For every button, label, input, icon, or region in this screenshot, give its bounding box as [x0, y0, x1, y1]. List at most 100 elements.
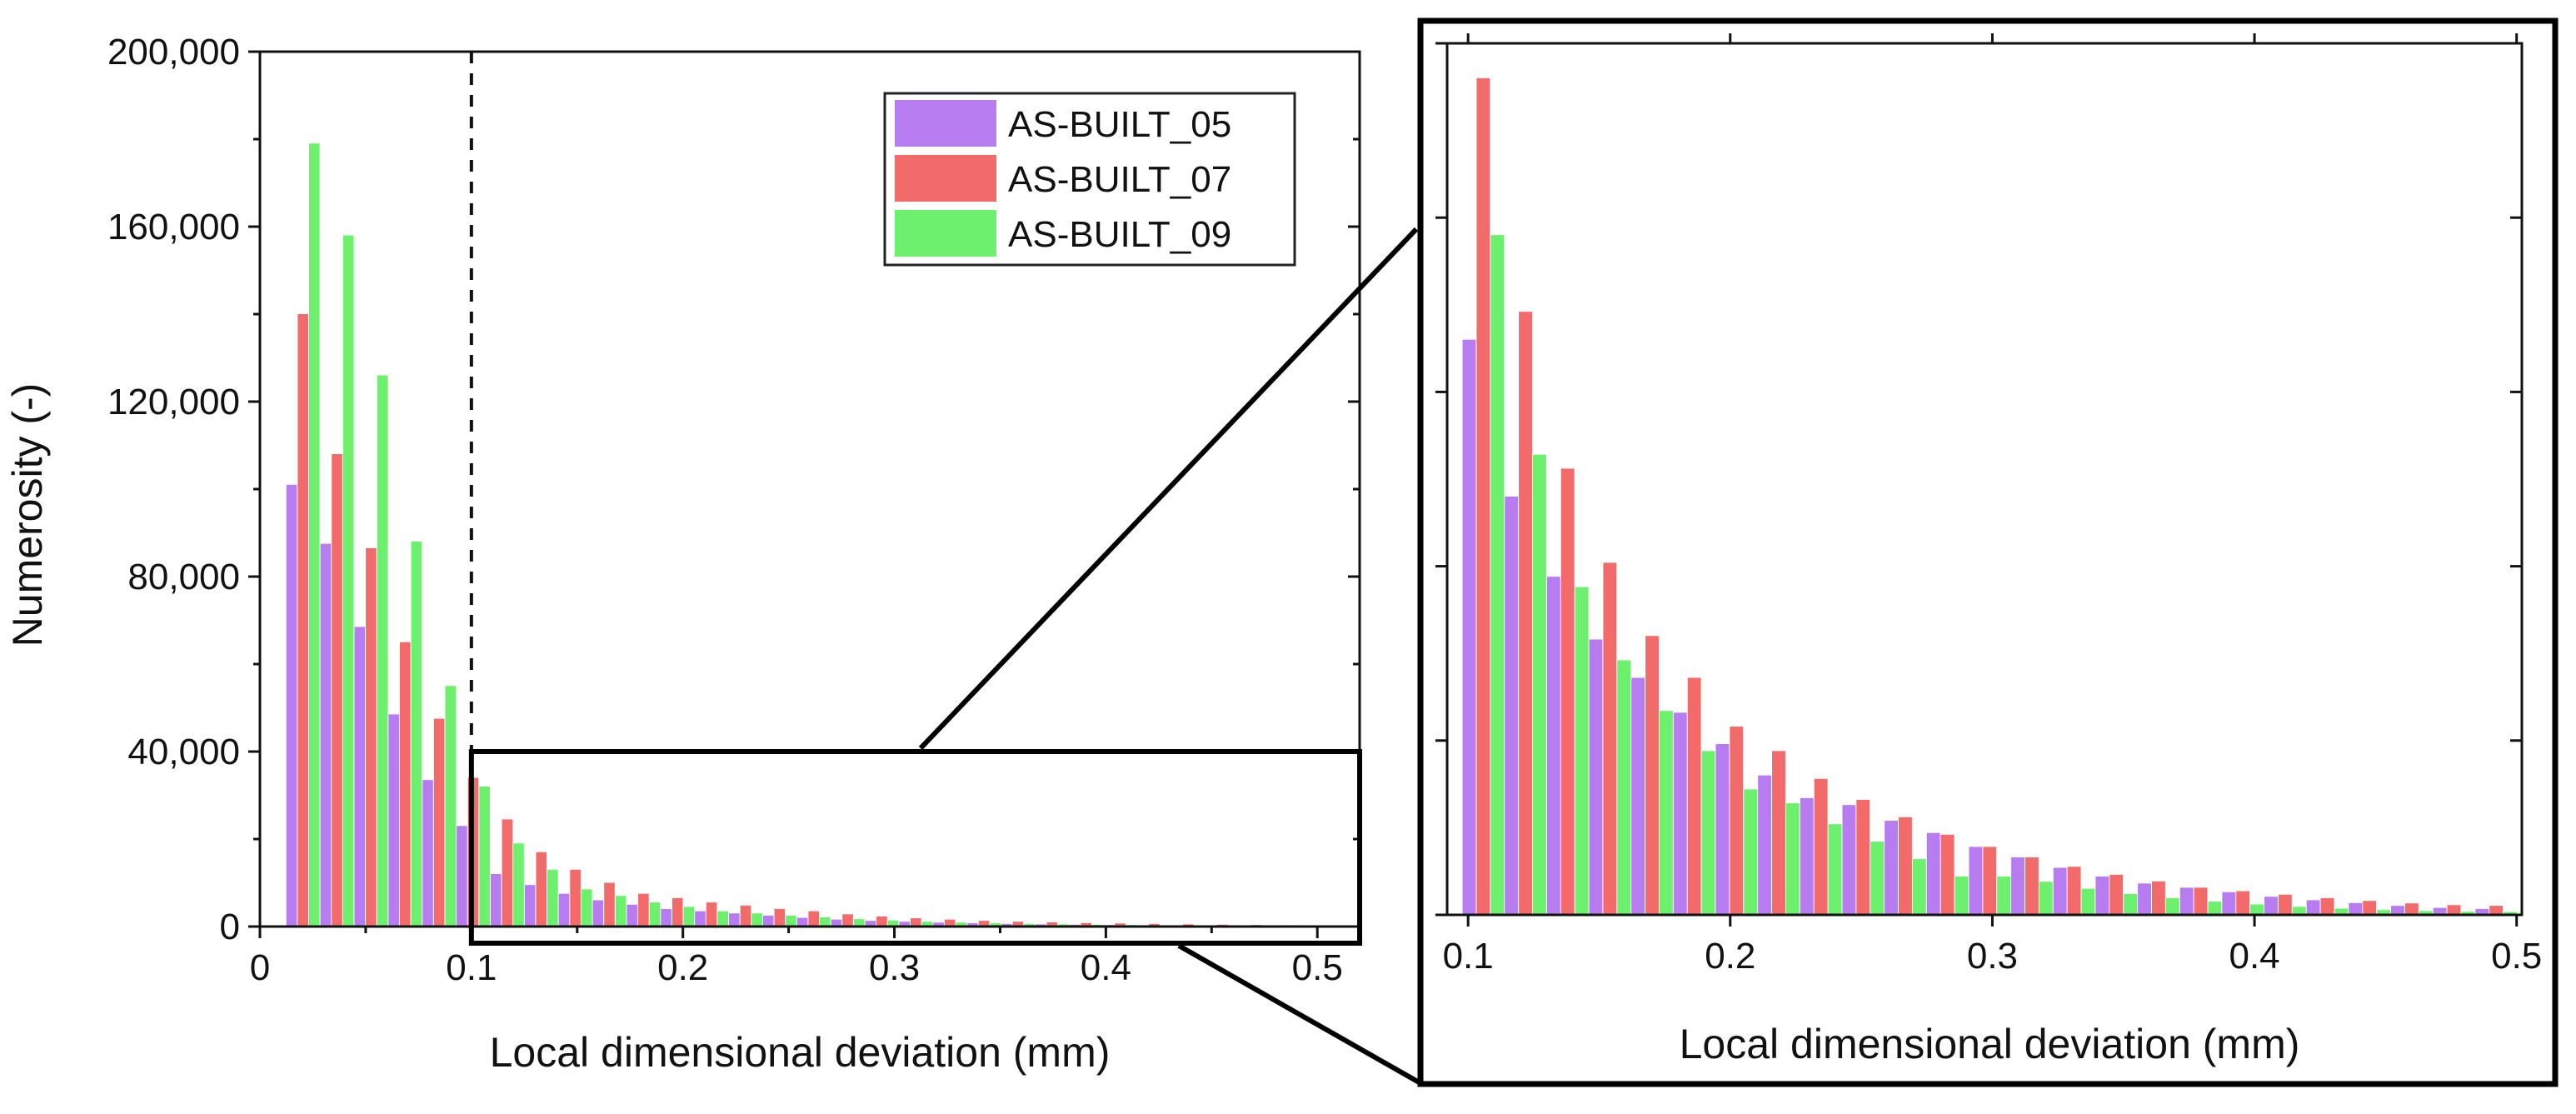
main-bar-as-built-05-2 — [354, 627, 366, 927]
inset-x-tick-label: 0.2 — [1705, 936, 1755, 977]
main-bar-as-built-07-7 — [536, 852, 547, 927]
main-x-tick-label: 0.1 — [446, 947, 497, 988]
inset-bar-as-built-09-20 — [2334, 908, 2349, 915]
main-bar-as-built-09-4 — [445, 686, 457, 927]
main-bar-as-built-07-19 — [944, 919, 956, 927]
main-bar-as-built-09-13 — [751, 913, 762, 927]
inset-bar-as-built-07-14 — [2067, 867, 2081, 915]
inset-bar-as-built-05-13 — [2011, 857, 2024, 915]
main-bar-as-built-07-2 — [366, 547, 377, 927]
main-bar-as-built-09-16 — [853, 919, 865, 927]
inset-bar-as-built-05-20 — [2306, 900, 2320, 915]
main-bar-as-built-09-21 — [1024, 923, 1035, 927]
inset-x-tick-label: 0.4 — [2229, 936, 2279, 977]
legend-swatch-as-built-09 — [895, 210, 996, 257]
legend-label-as-built-07: AS-BUILT_07 — [1008, 159, 1231, 200]
main-y-tick-label: 160,000 — [107, 207, 240, 247]
main-bar-as-built-07-13 — [740, 905, 751, 927]
main-bar-as-built-09-10 — [649, 902, 661, 927]
main-bar-as-built-07-21 — [1012, 922, 1024, 927]
inset-bar-as-built-09-5 — [1701, 751, 1715, 915]
main-bar-as-built-05-18 — [899, 922, 910, 927]
main-bar-as-built-05-17 — [865, 921, 876, 927]
inset-bar-as-built-05-17 — [2179, 887, 2194, 915]
inset-bar-as-built-09-7 — [1785, 803, 1800, 915]
inset-bar-as-built-09-6 — [1744, 789, 1758, 915]
main-bars — [286, 143, 1353, 927]
inset-bar-as-built-05-2 — [1546, 577, 1560, 915]
inset-bar-as-built-09-4 — [1659, 711, 1673, 915]
inset-bar-as-built-09-17 — [2208, 902, 2222, 915]
main-bar-as-built-05-7 — [524, 885, 536, 927]
legend-label-as-built-05: AS-BUILT_05 — [1008, 104, 1231, 145]
inset-bar-as-built-05-1 — [1505, 496, 1519, 915]
inset-bar-as-built-09-23 — [2461, 912, 2475, 915]
main-bar-as-built-05-13 — [729, 913, 740, 927]
inset-bar-as-built-07-16 — [2151, 881, 2165, 915]
inset-bar-as-built-09-0 — [1490, 235, 1505, 915]
main-bar-as-built-05-8 — [558, 893, 570, 927]
main-bar-as-built-09-14 — [786, 915, 796, 927]
main-bar-as-built-05-1 — [320, 543, 332, 927]
inset-bar-as-built-07-24 — [2489, 906, 2504, 915]
main-bar-as-built-07-6 — [502, 819, 513, 927]
inset-bar-as-built-09-9 — [1870, 842, 1885, 915]
inset-bar-as-built-05-3 — [1589, 639, 1603, 915]
main-axes: 0 0.1 0.2 0.3 0.4 0.5 0 40,000 80,000 120,000 160,… — [107, 32, 1361, 988]
inset-bar-as-built-07-4 — [1645, 636, 1659, 915]
main-bar-as-built-05-12 — [695, 911, 706, 927]
inset-bar-as-built-07-21 — [2363, 901, 2377, 915]
main-bar-as-built-07-20 — [978, 921, 990, 927]
main-y-tick-label: 120,000 — [107, 382, 240, 422]
main-bar-as-built-05-20 — [967, 923, 978, 927]
main-y-axis-title: Numerosity (-) — [4, 383, 51, 647]
main-bar-as-built-07-18 — [911, 918, 921, 927]
inset-bar-as-built-07-10 — [1899, 817, 1912, 915]
main-bar-as-built-05-3 — [388, 714, 399, 927]
inset-bar-as-built-07-18 — [2236, 891, 2250, 915]
main-bar-as-built-09-9 — [615, 896, 627, 927]
main-bar-as-built-09-7 — [547, 869, 558, 927]
inset-bar-as-built-07-1 — [1519, 312, 1532, 915]
main-bar-as-built-07-17 — [876, 916, 887, 927]
main-bar-as-built-09-12 — [717, 911, 729, 927]
inset-bar-as-built-07-15 — [2109, 874, 2124, 915]
inset-bar-as-built-09-2 — [1575, 587, 1589, 915]
inset-bar-as-built-07-8 — [1814, 778, 1828, 915]
inset-bar-as-built-05-8 — [1800, 797, 1814, 915]
inset-bar-as-built-07-12 — [1983, 847, 1997, 915]
main-bar-as-built-07-1 — [332, 454, 342, 927]
inset-bar-as-built-05-5 — [1673, 712, 1687, 915]
main-y-tick-label: 0 — [220, 907, 240, 947]
main-panel: 0 0.1 0.2 0.3 0.4 0.5 0 40,000 80,000 120,000 160,… — [4, 32, 1362, 1076]
inset-bar-as-built-07-2 — [1560, 468, 1575, 915]
inset-bar-as-built-07-7 — [1772, 751, 1785, 915]
main-bar-as-built-09-18 — [921, 922, 933, 927]
main-bar-as-built-07-22 — [1046, 922, 1058, 927]
main-bar-as-built-07-16 — [842, 914, 853, 927]
main-bar-as-built-07-0 — [297, 314, 308, 927]
inset-bar-as-built-07-6 — [1730, 727, 1744, 915]
inset-bar-as-built-09-14 — [2081, 888, 2095, 915]
main-bar-as-built-07-3 — [399, 642, 411, 927]
main-x-tick-label: 0.4 — [1081, 947, 1131, 988]
inset-bar-as-built-07-3 — [1603, 562, 1617, 915]
main-x-axis-title: Local dimensional deviation (mm) — [490, 1029, 1111, 1076]
main-bar-as-built-09-20 — [990, 923, 1001, 927]
inset-bar-as-built-09-21 — [2377, 910, 2390, 915]
inset-bar-as-built-05-24 — [2475, 908, 2489, 915]
main-bar-as-built-05-6 — [490, 874, 502, 927]
legend-swatch-as-built-05 — [895, 100, 996, 147]
inset-plot-frame — [1445, 42, 2524, 917]
main-bar-as-built-05-4 — [422, 780, 433, 927]
inset-outer-frame — [1417, 17, 2559, 1087]
inset-bar-as-built-05-19 — [2264, 897, 2278, 915]
main-y-tick-label: 80,000 — [127, 557, 240, 597]
inset-bar-as-built-09-1 — [1532, 454, 1546, 915]
main-bar-as-built-07-8 — [570, 869, 581, 927]
main-bar-as-built-07-25 — [1149, 923, 1160, 927]
main-bar-as-built-07-23 — [1081, 922, 1091, 927]
inset-bar-as-built-09-22 — [2419, 911, 2433, 915]
main-bar-as-built-05-5 — [457, 826, 467, 927]
